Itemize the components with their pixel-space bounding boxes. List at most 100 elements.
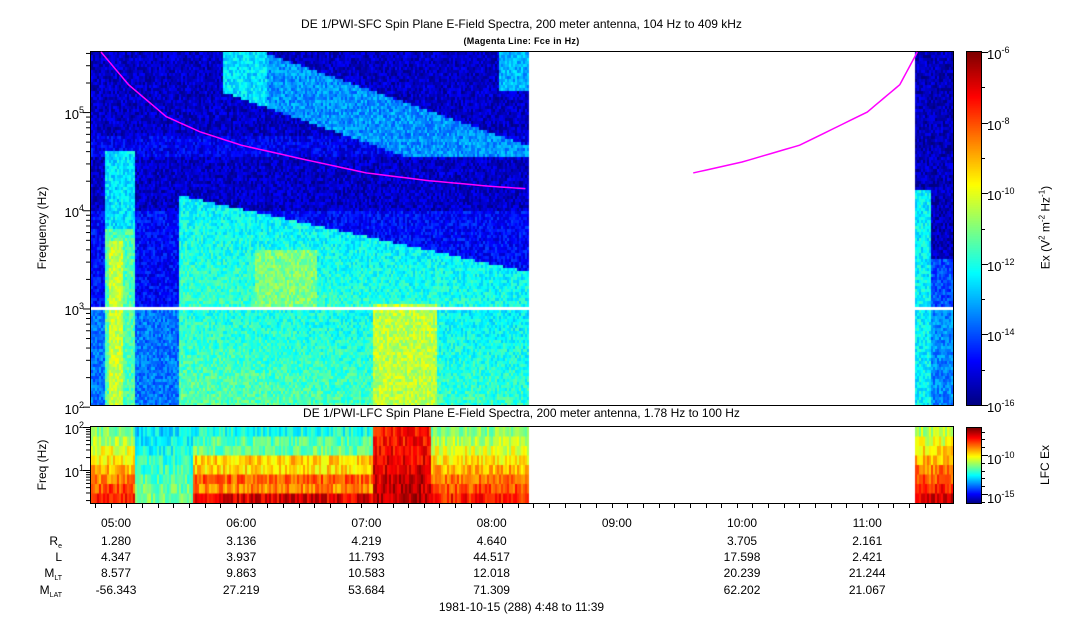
sfc-colorbar-tick-label: 10-14 [987, 325, 1014, 344]
lfc-y-tick-label: 102 [44, 418, 84, 437]
tick-exp: -8 [1001, 115, 1010, 126]
time-tick-label: 10:00 [727, 516, 758, 530]
sfc-colorbar-tick-label: 10-10 [987, 184, 1014, 203]
cbar-label-part: Hz [1038, 196, 1053, 215]
time-tick-label: 11:00 [852, 516, 882, 530]
tick-base: 10 [987, 47, 1002, 62]
tick-base: 10 [64, 422, 79, 437]
ephemeris-row-label: MLAT [12, 583, 62, 603]
sfc-colorbar-tick-label: 10-8 [987, 114, 1009, 133]
cbar-label-part: -1 [1037, 189, 1047, 197]
lfc-colorbar-label: LFC Ex [1038, 445, 1052, 486]
label-main: M [39, 583, 50, 597]
ephemeris-row-label: L [12, 550, 62, 570]
lfc-spectrogram [91, 427, 953, 503]
ephemeris-value: -56.343 [95, 583, 137, 597]
lfc-y-tick-label: 101 [44, 461, 84, 480]
tick-base: 10 [987, 117, 1002, 133]
ephemeris-value: 21.244 [848, 566, 886, 580]
sfc-y-tick-label: 103 [44, 299, 84, 318]
ephemeris-value: 11.793 [348, 550, 385, 564]
ephemeris-value: 44.517 [473, 550, 510, 564]
ephemeris-value: 4.640 [476, 534, 507, 548]
cbar-label-part: ) [1038, 185, 1053, 190]
label-sub: e [58, 543, 62, 550]
tick-base: 10 [987, 188, 1002, 204]
label-main: M [44, 566, 55, 580]
label-sub: LT [54, 575, 62, 582]
sfc-subtitle: (Magenta Line: Fce in Hz) [463, 36, 580, 46]
tick-exp: 1 [78, 463, 84, 473]
time-tick-label: 09:00 [601, 516, 632, 530]
ephemeris-value: 17.598 [723, 550, 761, 564]
tick-exp: -6 [1001, 45, 1010, 55]
sfc-spectrogram [91, 52, 953, 405]
sfc-y-tick-label: 104 [44, 201, 84, 220]
lfc-colorbar-tick-label: 10-15 [987, 487, 1014, 506]
ephemeris-value: 3.937 [226, 550, 257, 564]
sfc-colorbar-tick-label: 10-12 [987, 255, 1014, 274]
fce-line-segment-2 [693, 51, 918, 174]
sfc-colorbar-tick-label: 10-16 [987, 396, 1014, 415]
tick-base: 10 [64, 107, 79, 123]
tick-base: 10 [987, 400, 1002, 415]
tick-exp: 5 [78, 105, 84, 116]
tick-exp: 2 [78, 399, 84, 410]
tick-base: 10 [987, 452, 1002, 467]
ephemeris-value: 2.421 [852, 550, 883, 564]
ephemeris-value: 21.067 [848, 583, 886, 597]
ephemeris-value: 2.161 [852, 534, 883, 548]
tick-exp: -12 [1001, 256, 1015, 267]
tick-base: 10 [987, 329, 1002, 345]
ephemeris-value: 3.705 [727, 534, 758, 548]
time-range-footer: 1981-10-15 (288) 4:48 to 11:39 [438, 600, 605, 614]
cbar-label-part: 2 [1037, 235, 1047, 240]
tick-exp: 4 [78, 203, 84, 214]
ephemeris-row-label: Re [12, 534, 62, 554]
tick-base: 10 [64, 303, 79, 319]
ephemeris-value: 12.018 [473, 566, 510, 580]
cbar-label-part: -2 [1037, 214, 1047, 223]
ephemeris-value: 9.863 [226, 566, 257, 580]
time-tick-label: 06:00 [226, 516, 257, 530]
ephemeris-value: 71.309 [473, 583, 510, 597]
sfc-y-tick-label: 105 [44, 103, 84, 122]
sfc-y-axis-label: Frequency (Hz) [35, 186, 49, 270]
label-main: R [49, 534, 59, 548]
label-sub: LAT [49, 592, 62, 599]
tick-exp: -15 [1001, 489, 1015, 499]
ephemeris-value: 20.239 [723, 566, 761, 580]
lfc-colorbar [967, 428, 981, 503]
tick-exp: 3 [78, 301, 84, 312]
lfc-colorbar-tick-label: 10-10 [987, 448, 1014, 467]
tick-exp: -16 [1001, 398, 1015, 408]
sfc-colorbar [967, 52, 981, 405]
sfc-y-tick-label: 102 [44, 398, 84, 417]
cbar-label-part: m [1038, 222, 1053, 236]
label-main: L [55, 550, 62, 564]
tick-exp: 2 [78, 420, 84, 430]
time-tick-label: 08:00 [476, 516, 507, 530]
tick-base: 10 [64, 465, 79, 480]
ephemeris-value: 27.219 [222, 583, 260, 597]
tick-exp: -10 [1001, 186, 1015, 197]
ephemeris-row-label: MLT [12, 566, 62, 586]
ephemeris-value: 3.136 [226, 534, 257, 548]
ephemeris-value: 1.280 [101, 534, 132, 548]
fce-line-segment-1 [100, 51, 526, 190]
sfc-colorbar-label: Ex (V2 m-2 Hz-1) [1038, 148, 1053, 308]
time-tick-label: 07:00 [351, 516, 382, 530]
ephemeris-value: 8.577 [101, 566, 132, 580]
ephemeris-value: 4.219 [351, 534, 382, 548]
tick-exp: -10 [1001, 450, 1015, 460]
tick-base: 10 [987, 491, 1002, 506]
time-tick-label: 05:00 [101, 516, 132, 530]
tick-base: 10 [64, 401, 79, 417]
lfc-y-axis-label: Freq (Hz) [35, 439, 49, 491]
sfc-colorbar-tick-label: 10-6 [987, 43, 1009, 62]
tick-base: 10 [64, 205, 79, 221]
ephemeris-value: 4.347 [101, 550, 132, 564]
lfc-title: DE 1/PWI-LFC Spin Plane E-Field Spectra,… [303, 406, 740, 420]
ephemeris-value: 10.583 [348, 566, 385, 580]
